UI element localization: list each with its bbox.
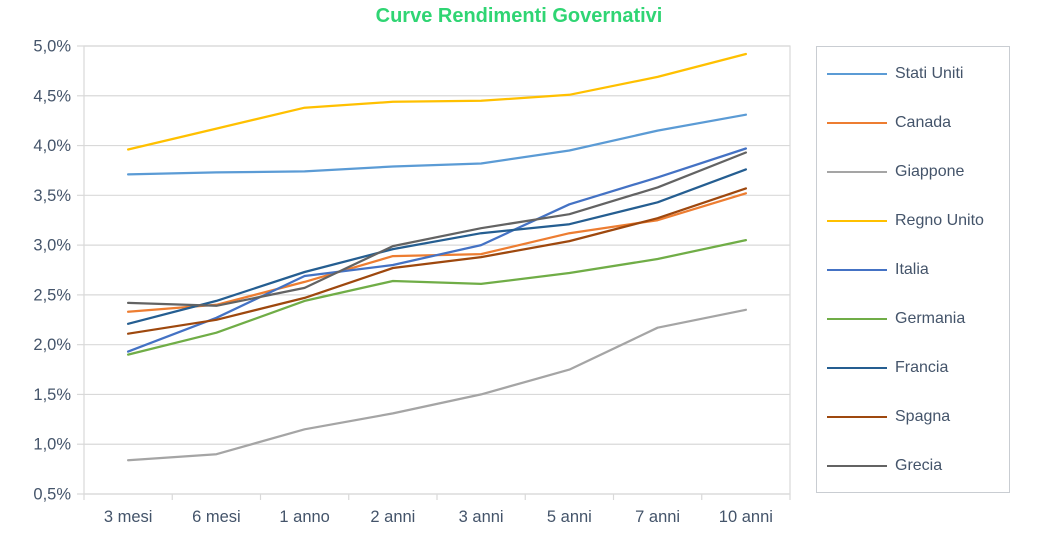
legend: Stati Uniti Canada Giappone Regno Unito Ital… — [816, 46, 1010, 493]
x-axis-category-label: 1 anno — [279, 508, 329, 526]
legend-label: Regno Unito — [895, 211, 984, 229]
legend-line-sample — [827, 121, 887, 124]
y-axis-tick-label: 1,5% — [33, 386, 71, 404]
legend-line-sample — [827, 219, 887, 222]
legend-label: Canada — [895, 113, 952, 131]
legend-label: Spagna — [895, 407, 951, 425]
legend-item-giappone[interactable]: Giappone — [817, 163, 1009, 181]
y-axis-tick-label: 2,5% — [33, 286, 71, 304]
x-axis-category-label: 2 anni — [370, 508, 415, 526]
legend-line-sample — [827, 170, 887, 173]
x-axis-category-label: 6 mesi — [192, 508, 241, 526]
y-axis-tick-label: 3,5% — [33, 187, 71, 205]
series-line-grecia[interactable] — [126, 151, 748, 307]
legend-label: Italia — [895, 260, 929, 278]
y-axis-tick-label: 1,0% — [33, 436, 71, 454]
x-axis-category-label: 5 anni — [547, 508, 592, 526]
legend-item-spagna[interactable]: Spagna — [817, 408, 1009, 426]
y-axis-tick-label: 4,0% — [33, 137, 71, 155]
legend-line-sample — [827, 366, 887, 369]
legend-label: Grecia — [895, 456, 943, 474]
x-axis-category-label: 3 anni — [459, 508, 504, 526]
series-line-francia[interactable] — [126, 168, 748, 325]
legend-label: Francia — [895, 358, 949, 376]
legend-item-francia[interactable]: Francia — [817, 359, 1009, 377]
y-axis-tick-label: 2,0% — [33, 336, 71, 354]
y-axis-tick-label: 0,5% — [33, 486, 71, 504]
series-line-canada[interactable] — [126, 192, 748, 313]
plot-border — [83, 45, 791, 495]
legend-item-grecia[interactable]: Grecia — [817, 457, 1009, 475]
y-axis-tick-label: 3,0% — [33, 237, 71, 255]
legend-item-stati-uniti[interactable]: Stati Uniti — [817, 65, 1009, 83]
legend-line-sample — [827, 317, 887, 320]
x-axis-category-label: 10 anni — [719, 508, 773, 526]
legend-item-canada[interactable]: Canada — [817, 114, 1009, 132]
legend-line-sample — [827, 268, 887, 271]
series-line-stati-uniti[interactable] — [126, 113, 748, 176]
legend-line-sample — [827, 464, 887, 467]
legend-line-sample — [827, 415, 887, 418]
series-line-giappone[interactable] — [126, 308, 748, 462]
series-line-spagna[interactable] — [126, 187, 748, 335]
legend-label: Stati Uniti — [895, 64, 964, 82]
series-line-germania[interactable] — [126, 238, 748, 356]
legend-item-italia[interactable]: Italia — [817, 261, 1009, 279]
legend-label: Giappone — [895, 162, 965, 180]
y-axis-tick-label: 4,5% — [33, 87, 71, 105]
legend-label: Germania — [895, 309, 966, 327]
legend-item-regno-unito[interactable]: Regno Unito — [817, 212, 1009, 230]
series-line-regno-unito[interactable] — [126, 52, 748, 151]
legend-line-sample — [827, 72, 887, 75]
series-line-italia[interactable] — [126, 147, 748, 353]
x-axis-category-label: 7 anni — [635, 508, 680, 526]
y-axis-tick-label: 5,0% — [33, 38, 71, 56]
chart-title: Curve Rendimenti Governativi — [375, 5, 663, 27]
x-axis-category-label: 3 mesi — [104, 508, 153, 526]
legend-item-germania[interactable]: Germania — [817, 310, 1009, 328]
